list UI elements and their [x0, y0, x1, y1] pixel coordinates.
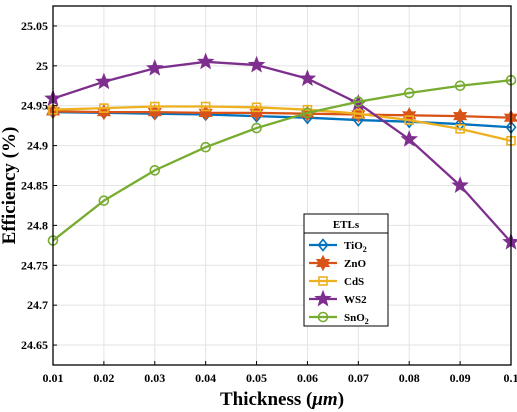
legend-label: CdS: [344, 276, 364, 288]
legend-item: ZnO: [309, 254, 366, 272]
data-point: [98, 195, 110, 206]
data-point: [403, 87, 415, 99]
data-point: [455, 124, 465, 134]
legend-label: ZnO: [344, 258, 366, 270]
data-point: [247, 55, 266, 73]
x-axis-title-close: ): [338, 389, 344, 410]
ticks-group: 0.01 0.02 0.03 0.04 0.05 0.06 0.07 0.08 0.09 0.1 2…: [21, 19, 517, 385]
legend-marker: [317, 311, 329, 323]
x-axis-title: Thickness (μm): [220, 389, 344, 410]
x-tick-label: 0.04: [195, 371, 216, 385]
data-point: [251, 122, 262, 134]
legend-marker: [314, 289, 332, 307]
data-point: [200, 141, 211, 153]
x-tick-label: 0.03: [144, 371, 165, 385]
data-point: [451, 176, 469, 193]
y-tick-label: 24.8: [27, 218, 48, 232]
y-tick-label: 24.85: [21, 179, 48, 193]
data-point: [298, 69, 317, 87]
data-point: [353, 96, 364, 108]
data-point: [146, 59, 164, 76]
y-tick-label: 24.7: [27, 298, 48, 312]
series-line: [52, 79, 512, 242]
x-tick-label: 0.06: [297, 371, 318, 385]
data-point: [302, 107, 313, 119]
data-point: [95, 72, 113, 90]
legend-item: SnO2: [309, 311, 369, 326]
y-axis-title: Efficiency (%): [0, 127, 20, 245]
data-point: [149, 165, 161, 176]
series-ws2: [44, 52, 517, 250]
legend-label: SnO2: [344, 312, 369, 326]
y-tick-label: 24.9: [27, 139, 48, 153]
data-point: [400, 130, 418, 147]
legend-label-text: SnO: [344, 312, 365, 324]
legend-marker: [318, 276, 328, 286]
series-line: [52, 110, 512, 129]
legend-label-subscript: 2: [365, 317, 369, 326]
legend-marker: [317, 238, 329, 252]
legend-label: WS2: [344, 294, 367, 306]
data-point: [99, 103, 109, 113]
data-point: [198, 104, 213, 122]
data-point: [196, 52, 215, 70]
x-tick-label: 0.01: [43, 371, 64, 385]
data-point: [251, 102, 262, 113]
y-tick-label: 24.65: [21, 338, 48, 352]
x-tick-label: 0.08: [399, 371, 420, 385]
data-point: [147, 103, 162, 121]
legend-label-text: WS2: [344, 294, 367, 306]
x-tick-label: 0.07: [348, 371, 369, 385]
legend-label-text: CdS: [344, 276, 364, 288]
series-line: [52, 105, 512, 142]
y-tick-label: 25.05: [21, 19, 48, 33]
x-tick-label: 0.09: [450, 371, 471, 385]
legend-item: TiO2: [309, 238, 367, 254]
series-line: [52, 110, 512, 119]
series-group: [44, 52, 517, 250]
legend-label-subscript: 2: [363, 245, 367, 254]
y-tick-label: 25: [36, 59, 48, 73]
x-axis-title-unit: μm: [311, 389, 337, 410]
data-point: [453, 107, 468, 125]
legend-label: TiO2: [344, 240, 367, 254]
legend-label-text: ZnO: [344, 258, 366, 270]
legend-title: ETLs: [333, 219, 360, 231]
legend-item: WS2: [309, 289, 367, 307]
y-tick-label: 24.75: [21, 258, 48, 272]
x-tick-label: 0.02: [93, 371, 114, 385]
data-point: [353, 108, 364, 119]
x-axis-title-text: Thickness (: [220, 389, 312, 410]
data-point: [249, 104, 264, 122]
series-line: [52, 60, 512, 243]
data-point: [454, 80, 466, 92]
legend-label-text: TiO: [344, 240, 363, 252]
x-tick-label: 0.05: [246, 371, 267, 385]
legend-marker: [315, 254, 331, 272]
y-tick-label: 24.95: [21, 99, 48, 113]
legend-item: CdS: [309, 276, 364, 288]
series-sno2: [47, 74, 517, 246]
data-point: [149, 101, 160, 112]
x-tick-label: 0.1: [504, 371, 517, 385]
data-point: [200, 101, 211, 112]
data-point: [404, 115, 415, 125]
